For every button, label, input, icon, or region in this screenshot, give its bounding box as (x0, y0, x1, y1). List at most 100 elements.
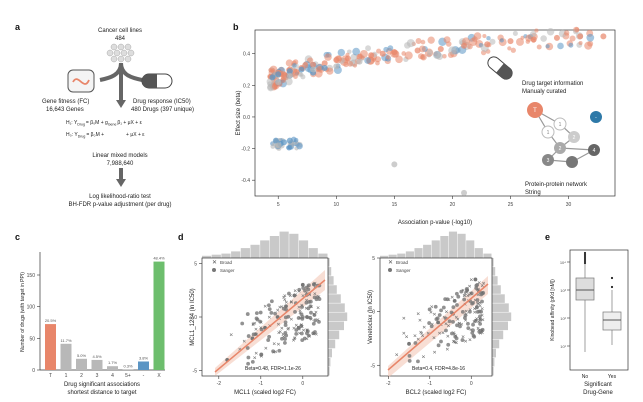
b-data-point (461, 189, 468, 196)
d1-broad-point: ✕ (307, 315, 311, 321)
d2-sanger-point (467, 309, 472, 314)
d2-broad-point: ✕ (454, 334, 458, 340)
d1-data-point: ✕ (309, 304, 313, 310)
b-cloud-point (292, 63, 297, 68)
b-cloud-point (534, 28, 539, 33)
b-y-tick-label: 0.2 (243, 83, 250, 89)
d1-hist-top (202, 231, 328, 258)
d2-y-tick-label: 0 (372, 310, 375, 316)
d1-sanger-point (250, 359, 255, 364)
b-data-point (275, 79, 282, 86)
c-bar-value-label: 48.4% (153, 256, 165, 261)
d1-broad-point: ✕ (304, 298, 308, 304)
d1-hist-top-bar (269, 236, 280, 258)
d2-hist-top-bar (405, 251, 414, 258)
d1-sanger-point (305, 331, 309, 336)
d2-broad-point: ✕ (463, 302, 467, 308)
d1-sanger-point (309, 310, 313, 315)
d1-broad-point: ✕ (277, 330, 281, 336)
d2-sanger-point (463, 313, 468, 318)
d2-broad-point: ✕ (473, 310, 477, 316)
d1-broad-point: ✕ (308, 292, 312, 298)
d2-sanger-point (413, 341, 418, 345)
d2-sanger-point (459, 289, 464, 294)
d1-broad-point: ✕ (278, 305, 282, 311)
d2-broad-point: ✕ (480, 328, 484, 334)
node-2a-label: 2 (573, 135, 576, 141)
d2-sanger-point (437, 313, 442, 317)
d1-broad-point: ✕ (282, 334, 286, 340)
d2-sanger-point (466, 321, 470, 326)
b-x-tick-label: 15 (392, 202, 398, 208)
d2-data-point (436, 320, 440, 325)
b-cloud-point (471, 36, 478, 42)
d2-sanger-point (478, 314, 482, 319)
b-data-point (391, 161, 398, 168)
d1-sanger-point (245, 312, 250, 316)
d2-sanger-point (407, 353, 412, 358)
b-cloud-point (525, 34, 533, 42)
d2-broad-point: ✕ (473, 306, 477, 312)
d1-hist-right-bar (328, 258, 330, 267)
b-cloud-point (489, 38, 496, 45)
d1-hist-top-bar (240, 248, 250, 258)
b-data-point (298, 66, 305, 73)
d2-broad-point: ✕ (473, 298, 477, 304)
d1-broad-point: ✕ (289, 300, 293, 306)
b-data-point (356, 53, 363, 60)
panel-e: e 10⁴ 10³ 10² 10¹ No Yes Significant Drug-G… (545, 232, 629, 396)
panel-c-xlabel-2: shortest distance to target (67, 390, 136, 396)
d2-sanger-point (455, 323, 459, 328)
b-cloud-point (482, 33, 487, 39)
d1-broad-point: ✕ (259, 354, 263, 360)
d1-sanger-point (271, 349, 276, 354)
b-cloud-point (467, 43, 473, 50)
d2-hist-top-bar (474, 248, 483, 258)
d1-broad-point: ✕ (297, 327, 301, 333)
d2-broad-point: ✕ (438, 331, 442, 337)
panel-e-xlabel-1: Significant (584, 382, 612, 388)
d2-sanger-point (454, 336, 459, 341)
b-y-tick-label: -0.4 (241, 178, 250, 184)
d1-broad-point: ✕ (264, 346, 268, 352)
d1-broad-point: ✕ (276, 342, 280, 348)
panel-e-letter: e (545, 232, 550, 242)
node-2b-label: 2 (559, 146, 562, 152)
c-y-tick-label: 100 (27, 305, 36, 311)
d2-broad-point: ✕ (478, 303, 482, 309)
d1-data-point (296, 325, 301, 330)
d2-broad-point: ✕ (465, 289, 469, 295)
panel-b-plot-frame (254, 29, 616, 197)
d1-hist-top-bar (318, 253, 328, 258)
d2-broad-point: ✕ (441, 330, 445, 336)
d2-sanger-point (427, 321, 432, 325)
d2-broad-point: ✕ (472, 320, 476, 326)
d1-annotation: Beta=0.48, FDR=1.1e-26 (245, 366, 301, 372)
d2-sanger-point (473, 319, 478, 323)
d1-data-point (300, 282, 305, 287)
d1-data-point: ✕ (238, 347, 242, 353)
d1-data-point: ✕ (292, 336, 296, 342)
d1-sanger-point (299, 323, 304, 328)
c-category-label: - (143, 373, 145, 379)
d1-hist-right-bar (328, 312, 348, 322)
d2-sanger-point (479, 292, 484, 297)
panel-e-frame (569, 249, 629, 371)
d2-data-point: ✕ (419, 331, 423, 337)
b-data-point (310, 61, 317, 68)
d2-x-tick-label: 0 (470, 381, 473, 387)
c-category-label: 2 (80, 373, 83, 379)
d2-broad-point: ✕ (478, 301, 482, 307)
d1-data-point (292, 293, 297, 298)
d2-x-tick-label: -1 (428, 381, 433, 387)
d2-hist-right-bar (492, 303, 509, 312)
panel-c: c 20.5% T 11.7% 1 5.0% 2 4.5% 3 1.7% 4 0.3% 5+ 3.8% -… (15, 232, 165, 396)
d2-broad-point: ✕ (480, 284, 484, 290)
gene-fitness-title: Gene fitness (FC) (42, 99, 89, 105)
d2-hist-right-bar (492, 267, 496, 276)
b-data-point (344, 55, 351, 62)
d1-sanger-point (307, 300, 312, 304)
d1-sanger-point (307, 283, 311, 288)
b-cloud-point (350, 53, 358, 61)
d2-hist-right-bar (492, 348, 496, 358)
